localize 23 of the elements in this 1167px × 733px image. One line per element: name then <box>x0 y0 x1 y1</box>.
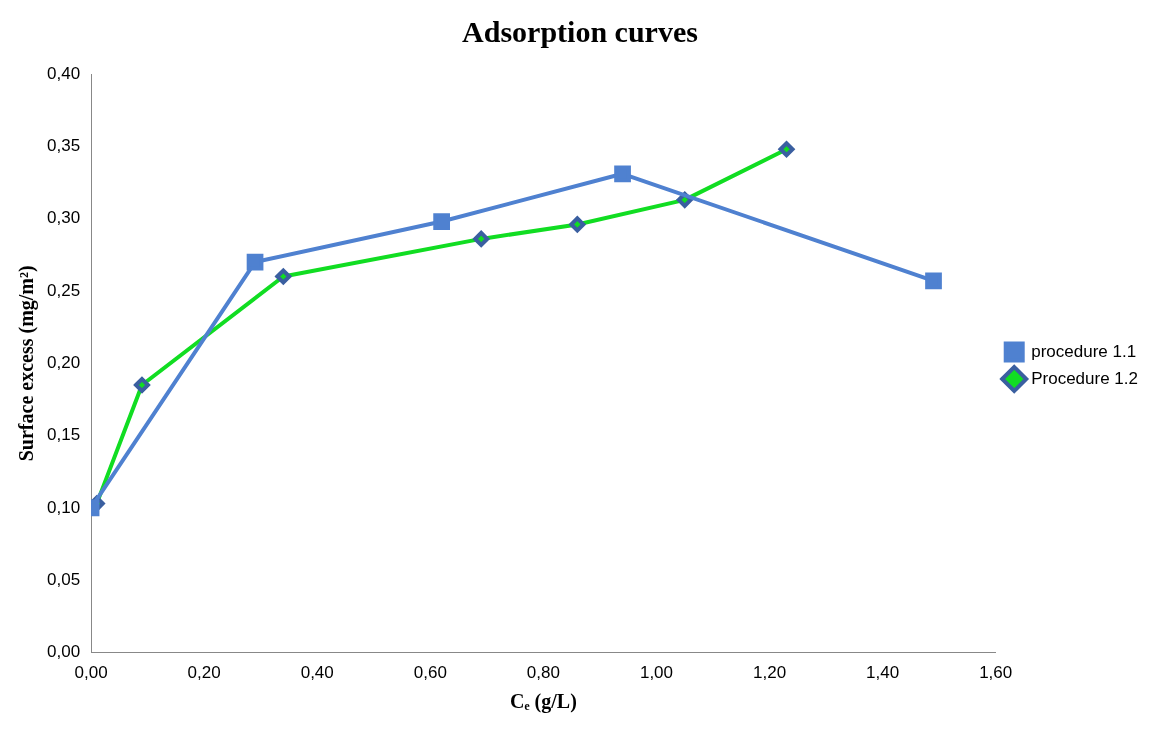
x-tick-label: 0,40 <box>300 663 334 683</box>
y-tick-label: 0,20 <box>46 352 81 372</box>
x-tick-label: 0,20 <box>187 663 221 683</box>
x-tick-label: 1,00 <box>639 663 674 683</box>
x-tick-label: 1,60 <box>979 663 1013 683</box>
legend-label: procedure 1.1 <box>1031 341 1137 361</box>
x-tick-label: 0,60 <box>413 663 447 683</box>
x-axis-title: Cₑ (g/L) <box>509 690 577 714</box>
y-tick-label: 0,05 <box>46 569 81 589</box>
y-tick-label: 0,40 <box>46 63 81 83</box>
y-tick-label: 0,35 <box>46 136 81 156</box>
x-tick-label: 1,40 <box>866 663 900 683</box>
y-tick-label: 0,30 <box>46 208 81 228</box>
x-tick-label: 0,80 <box>526 663 560 683</box>
x-tick-label: 1,20 <box>753 663 787 683</box>
y-tick-label: 0,10 <box>46 497 81 517</box>
y-tick-label: 0,25 <box>46 280 81 300</box>
y-tick-label: 0,15 <box>46 425 81 445</box>
y-tick-label: 0,00 <box>46 642 81 662</box>
x-tick-label: 0,00 <box>74 663 108 683</box>
chart-title: Adsorption curves <box>462 14 698 48</box>
y-axis-title: Surface excess (mg/m²) <box>15 265 39 462</box>
legend-label: Procedure 1.2 <box>1031 368 1139 388</box>
